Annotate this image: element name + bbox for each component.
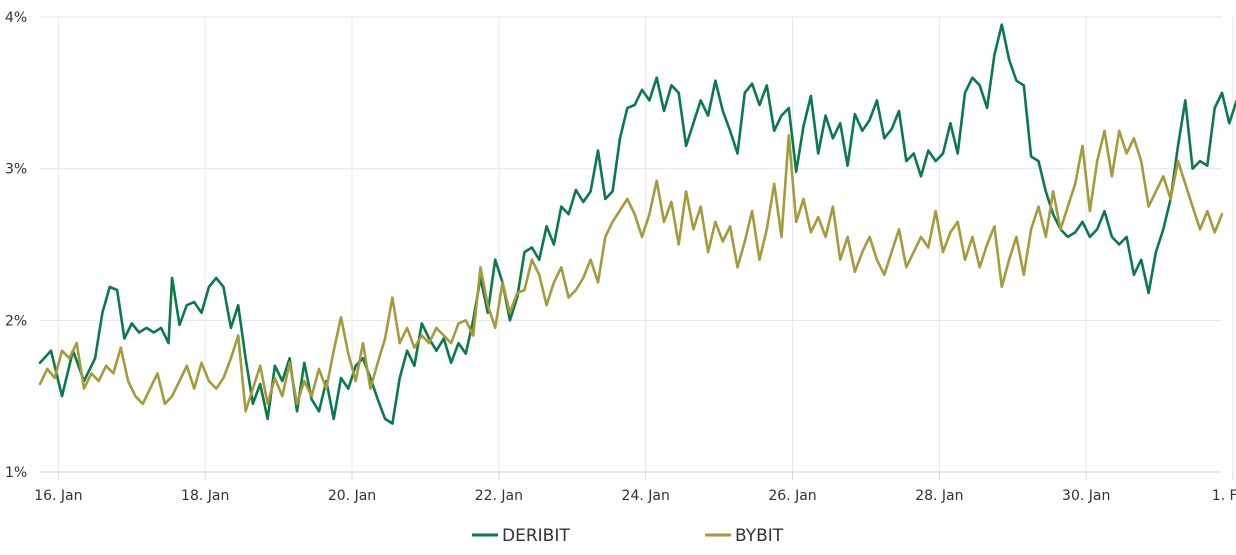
legend-item-bybit[interactable]: BYBIT (705, 526, 784, 546)
x-tick-label: 26. Jan (768, 488, 816, 504)
axes: 1% 2% 3% 4% 16. Jan 18. Jan 20. Jan 22. Jan 24. … (5, 10, 1236, 504)
legend-label: DERIBIT (502, 526, 570, 546)
x-tick-label: 22. Jan (475, 488, 523, 504)
series-line-deribit (38, 23, 1236, 425)
x-tick-label: 20. Jan (328, 488, 376, 504)
y-tick-label: 4% (5, 10, 27, 26)
x-tick-label: 1. Feb (1212, 488, 1236, 504)
x-tick-label: 18. Jan (181, 488, 229, 504)
series-line-bybit (38, 129, 1224, 413)
legend[interactable]: DERIBIT BYBIT (472, 526, 784, 546)
x-tick-label: 28. Jan (915, 488, 963, 504)
x-tick-label: 16. Jan (34, 488, 82, 504)
legend-item-deribit[interactable]: DERIBIT (472, 526, 570, 546)
y-tick-label: 3% (5, 162, 27, 178)
x-tick-label: 24. Jan (622, 488, 670, 504)
gridlines (40, 16, 1234, 473)
x-tick-label: 30. Jan (1062, 488, 1110, 504)
y-tick-label: 1% (5, 465, 27, 481)
legend-label: BYBIT (735, 526, 784, 546)
series-lines (38, 23, 1236, 425)
y-tick-label: 2% (5, 313, 27, 329)
